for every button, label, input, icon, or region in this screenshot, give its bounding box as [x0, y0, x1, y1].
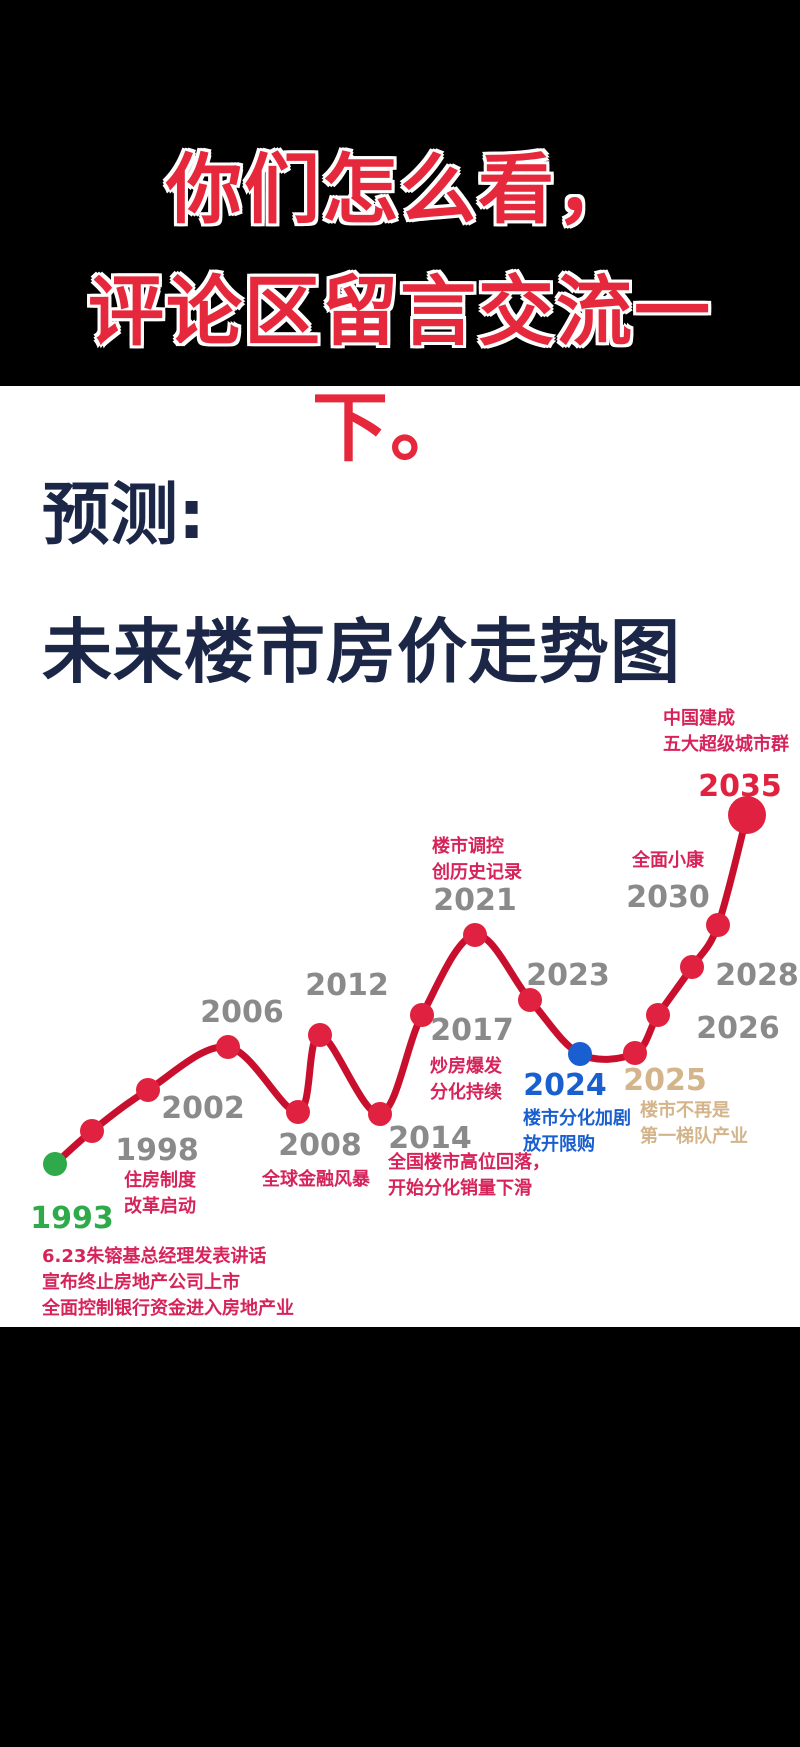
- annotation-1993: 6.23朱镕基总经理发表讲话: [42, 1245, 266, 1267]
- year-label-2017: 2017: [430, 1013, 514, 1048]
- overlay-caption-line3: 下。: [312, 383, 468, 472]
- data-point-2023: [518, 988, 542, 1012]
- data-point-2006: [216, 1035, 240, 1059]
- annotation-2035: 五大超级城市群: [663, 733, 789, 755]
- data-point-2002: [136, 1078, 160, 1102]
- annotation-2024: 放开限购: [522, 1133, 595, 1155]
- annotation-2035: 中国建成: [663, 707, 735, 729]
- annotation-2030: 全面小康: [631, 849, 705, 871]
- annotation-1993: 全面控制银行资金进入房地产业: [41, 1297, 294, 1319]
- data-point-1993: [43, 1152, 67, 1176]
- annotation-2014: 开始分化销量下滑: [388, 1177, 532, 1199]
- year-label-1993: 1993: [30, 1201, 114, 1236]
- year-label-2035: 2035: [698, 769, 782, 804]
- year-label-1998: 1998: [115, 1133, 199, 1168]
- data-point-2024: [568, 1042, 592, 1066]
- annotation-2017: 分化持续: [430, 1081, 502, 1103]
- year-label-2002: 2002: [161, 1091, 245, 1126]
- data-point-2012: [308, 1023, 332, 1047]
- year-label-2028: 2028: [715, 958, 799, 993]
- annotation-2024: 楼市分化加剧: [523, 1107, 631, 1129]
- overlay-caption-line2: 评论区留言交流一: [88, 267, 712, 356]
- year-label-2012: 2012: [305, 968, 389, 1003]
- year-label-2026: 2026: [696, 1011, 780, 1046]
- image-panel: [0, 386, 800, 1327]
- annotation-2021: 创历史记录: [431, 861, 522, 883]
- annotation-2021: 楼市调控: [432, 835, 504, 857]
- chart-title: 未来楼市房价走势图: [42, 611, 681, 693]
- year-label-2024: 2024: [523, 1068, 607, 1103]
- annotation-2014: 全国楼市高位回落，: [387, 1151, 550, 1173]
- year-label-2030: 2030: [626, 880, 710, 915]
- data-point-2017: [410, 1003, 434, 1027]
- data-point-2028: [680, 955, 704, 979]
- year-label-2023: 2023: [526, 958, 610, 993]
- data-point-2014: [368, 1102, 392, 1126]
- data-point-2030: [706, 913, 730, 937]
- annotation-1998: 改革启动: [124, 1195, 196, 1217]
- data-point-2035: [728, 796, 766, 834]
- annotation-1993: 宣布终止房地产公司上市: [42, 1271, 240, 1293]
- annotation-2025: 第一梯队产业: [640, 1125, 748, 1147]
- annotation-2025: 楼市不再是: [640, 1099, 730, 1121]
- data-point-2026: [646, 1003, 670, 1027]
- data-point-2008: [286, 1100, 310, 1124]
- heading-prefix: 预测:: [42, 476, 206, 555]
- data-point-2025: [623, 1041, 647, 1065]
- annotation-2017: 炒房爆发: [430, 1055, 503, 1077]
- overlay-caption-line1: 你们怎么看，: [166, 145, 634, 234]
- year-label-2025: 2025: [623, 1063, 707, 1098]
- year-label-2021: 2021: [433, 883, 517, 918]
- year-label-2014: 2014: [388, 1121, 472, 1156]
- annotation-2008: 全球金融风暴: [261, 1168, 371, 1190]
- year-label-2006: 2006: [200, 995, 284, 1030]
- data-point-2021: [463, 923, 487, 947]
- year-label-2008: 2008: [278, 1128, 362, 1163]
- data-point-1998: [80, 1119, 104, 1143]
- annotation-1998: 住房制度: [124, 1169, 197, 1191]
